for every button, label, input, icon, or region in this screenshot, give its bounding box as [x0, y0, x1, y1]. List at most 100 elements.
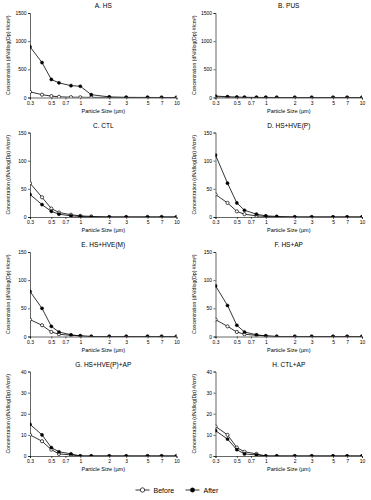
point-group — [69, 452, 72, 455]
x-tick-label: 3 — [125, 458, 128, 464]
x-tick-label: 2 — [294, 339, 297, 345]
y-tick-mark — [28, 308, 30, 309]
point — [50, 78, 53, 81]
point-group — [125, 215, 128, 217]
x-tick-label: 5 — [147, 219, 150, 225]
point-group — [146, 215, 149, 217]
y-tick: 0 — [209, 334, 215, 340]
point-group — [293, 335, 296, 337]
y-axis-title: Concentration (dN/dlog(Dp) #/cm³) — [5, 374, 11, 454]
x-tick-label: 2 — [294, 219, 297, 225]
point — [226, 433, 229, 436]
point-group — [226, 182, 229, 185]
y-tick: 150 — [204, 249, 216, 255]
x-tick-label: 0.5 — [48, 100, 55, 106]
point-group — [90, 454, 93, 456]
y-tick: 50 — [21, 305, 30, 311]
y-tick: 10 — [206, 432, 215, 438]
point-group — [79, 96, 82, 98]
y-tick-label: 40 — [206, 369, 212, 375]
x-tick-label: 0.7 — [248, 339, 255, 345]
x-tick: 7 — [161, 456, 164, 464]
x-tick-label: 5 — [332, 339, 335, 345]
figure: A. HS0.30.50.71235710050010001500Particl… — [0, 0, 371, 500]
y-tick-mark — [28, 393, 30, 394]
point-group — [235, 96, 238, 98]
x-tick: 0.7 — [248, 217, 255, 225]
y-axis-line — [28, 253, 31, 338]
point — [293, 335, 296, 337]
x-tick: 5 — [147, 456, 150, 464]
point-group — [160, 96, 163, 98]
x-tick-label: 0.7 — [62, 219, 69, 225]
series-line — [30, 320, 177, 337]
point-group — [90, 215, 93, 217]
y-tick: 20 — [206, 411, 215, 417]
point-group — [264, 214, 267, 217]
point-group — [30, 433, 32, 436]
y-axis-line — [214, 372, 217, 457]
point — [30, 182, 32, 185]
x-tick: 3 — [311, 337, 314, 345]
point-group — [216, 425, 218, 428]
plot: 0.30.50.71235710050100150Particle Size (… — [5, 130, 180, 233]
y-tick: 0 — [24, 334, 30, 340]
x-tick-label: 3 — [125, 100, 128, 106]
point-group — [108, 335, 111, 337]
point — [310, 96, 313, 98]
x-tick-label: 5 — [332, 219, 335, 225]
x-tick: 2 — [294, 217, 297, 225]
point-group — [293, 215, 296, 217]
plot: 0.30.50.71235710050100150Particle Size (… — [191, 249, 366, 352]
y-axis-line — [28, 372, 31, 457]
point — [275, 454, 278, 456]
y-tick-label: 100 — [18, 277, 27, 283]
x-tick: 0.7 — [248, 98, 255, 106]
y-tick-mark — [28, 456, 30, 457]
x-tick-label: 3 — [311, 100, 314, 106]
y-tick-label: 0 — [24, 214, 27, 220]
point — [30, 193, 32, 196]
y-tick-label: 150 — [204, 249, 213, 255]
y-tick-label: 500 — [204, 66, 213, 72]
point-group — [255, 334, 258, 337]
x-tick: 1 — [265, 337, 268, 345]
point — [79, 96, 82, 98]
point — [293, 96, 296, 98]
point — [226, 95, 229, 97]
point-group — [360, 335, 362, 337]
point — [160, 335, 163, 337]
point-group — [243, 330, 246, 333]
x-axis-title: Particle Size (µm) — [81, 466, 125, 472]
x-tick: 3 — [125, 337, 128, 345]
x-tick-label: 3 — [311, 339, 314, 345]
point — [345, 96, 348, 98]
x-tick: 5 — [147, 217, 150, 225]
point — [175, 96, 177, 98]
x-tick: 3 — [311, 217, 314, 225]
x-axis-title: Particle Size (µm) — [267, 108, 311, 114]
point — [175, 335, 177, 337]
point-group — [79, 454, 82, 456]
x-tick: 10 — [360, 337, 366, 345]
point — [57, 81, 60, 84]
point — [175, 454, 177, 456]
panel: A. HS0.30.50.71235710050010001500Particl… — [5, 2, 180, 114]
y-axis-line — [28, 133, 31, 218]
y-axis-line — [214, 14, 217, 99]
x-tick: 7 — [346, 337, 349, 345]
y-axis-title: Concentration (dN/dlog(Dp) #/cm³) — [5, 254, 11, 334]
x-tick-label: 0.5 — [48, 458, 55, 464]
point — [50, 446, 53, 449]
point-group — [360, 215, 362, 217]
x-tick-label: 5 — [147, 100, 150, 106]
y-tick-mark — [214, 456, 216, 457]
legend-label: After — [204, 487, 219, 494]
y-tick-mark — [214, 189, 216, 190]
panel: H. CTL+AP0.30.50.71235710010203040Partic… — [191, 361, 366, 473]
point-group — [40, 203, 43, 206]
point-group — [108, 454, 111, 456]
point — [264, 214, 267, 217]
point — [331, 96, 334, 98]
x-tick-label: 1 — [79, 100, 82, 106]
